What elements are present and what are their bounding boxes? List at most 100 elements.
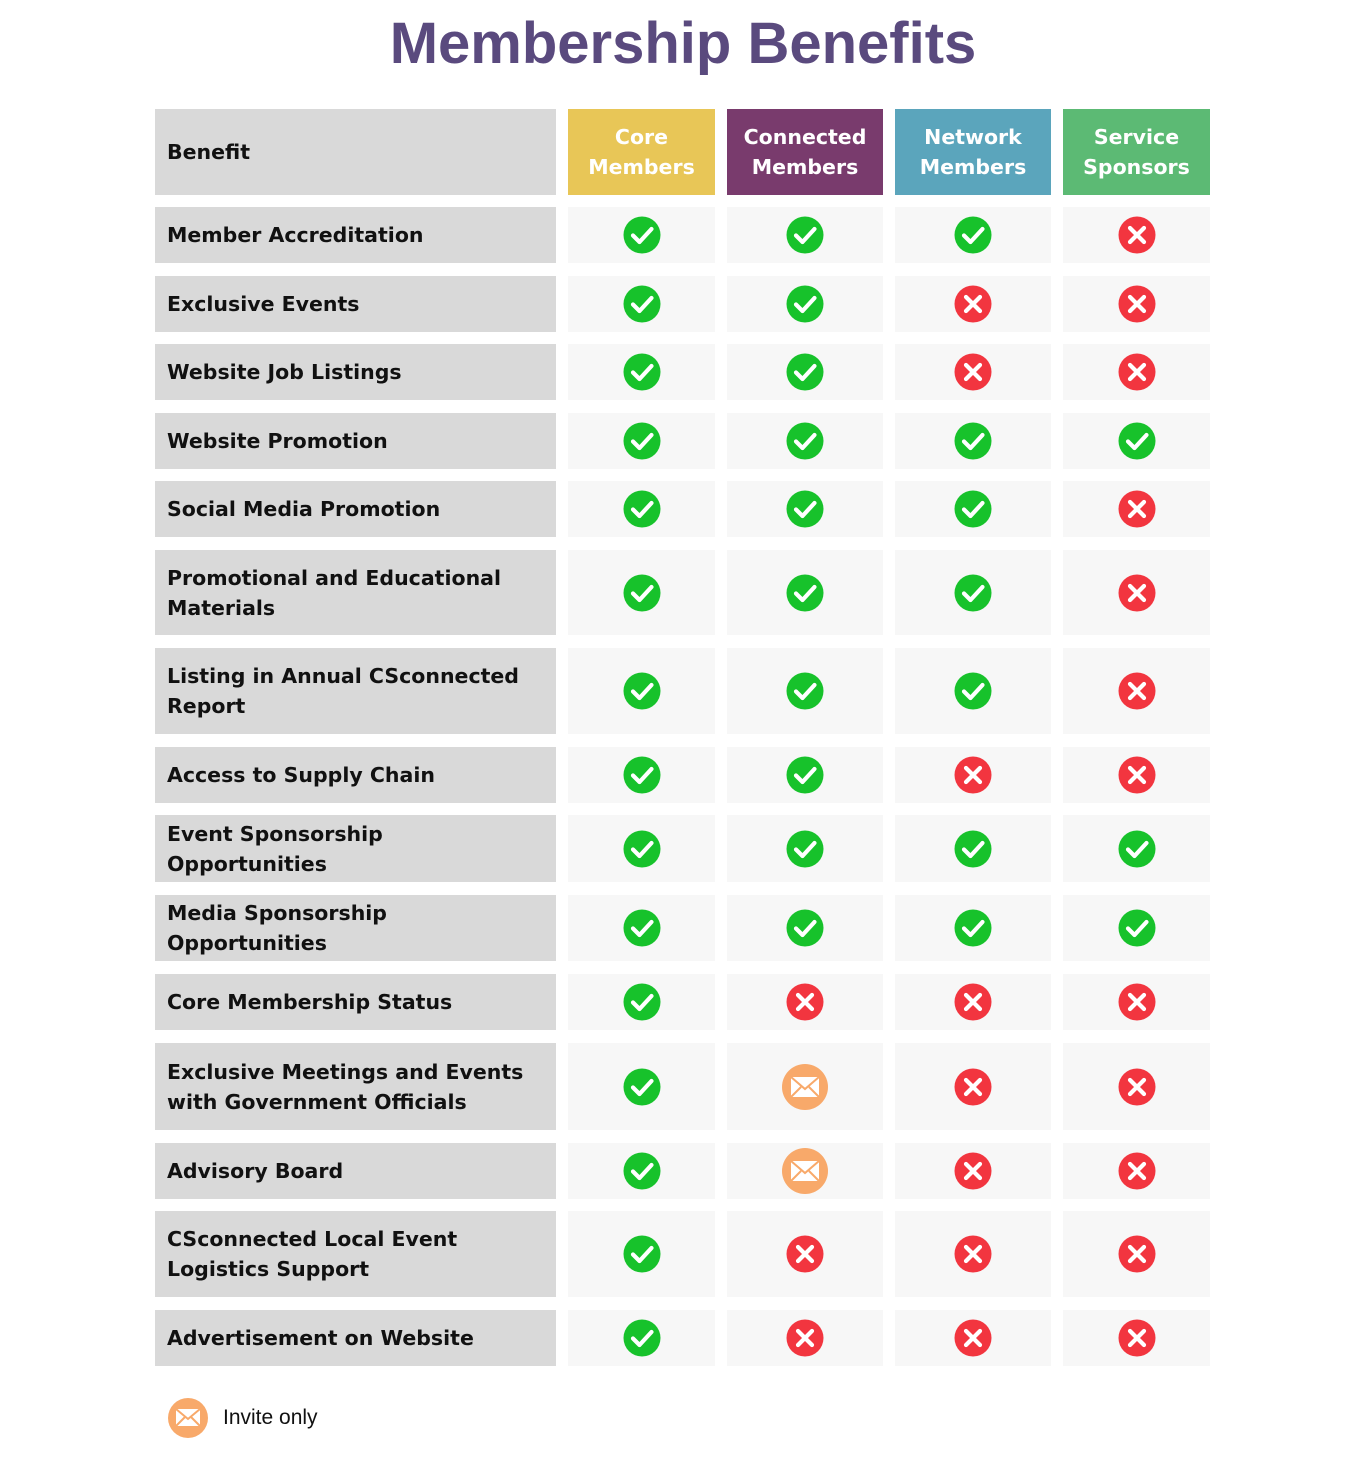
status-cell	[568, 747, 715, 803]
status-cell	[727, 481, 883, 537]
status-cell	[568, 276, 715, 332]
cross-icon	[1118, 285, 1155, 323]
check-icon	[623, 983, 660, 1021]
cross-icon	[1118, 1152, 1155, 1190]
check-icon	[786, 672, 824, 710]
benefit-label: Event Sponsorship Opportunities	[155, 815, 556, 882]
check-icon	[623, 1152, 660, 1190]
status-cell	[727, 276, 883, 332]
status-cell	[1063, 648, 1210, 734]
status-cell	[727, 1143, 883, 1199]
status-cell	[727, 974, 883, 1030]
status-cell	[895, 550, 1051, 635]
status-cell	[568, 1043, 715, 1130]
status-cell	[1063, 1043, 1210, 1130]
status-cell	[568, 550, 715, 635]
status-cell	[1063, 550, 1210, 635]
status-cell	[568, 895, 715, 961]
benefit-label: Advertisement on Website	[155, 1310, 556, 1366]
status-cell	[895, 207, 1051, 263]
status-cell	[895, 1043, 1051, 1130]
status-cell	[727, 1310, 883, 1366]
benefit-label: Member Accreditation	[155, 207, 556, 263]
status-cell	[895, 1310, 1051, 1366]
status-cell	[895, 1143, 1051, 1199]
check-icon	[954, 830, 992, 867]
status-cell	[727, 550, 883, 635]
status-cell	[895, 648, 1051, 734]
benefit-label: Social Media Promotion	[155, 481, 556, 537]
status-cell	[895, 815, 1051, 882]
status-cell	[568, 1310, 715, 1366]
check-icon	[786, 909, 824, 947]
status-cell	[895, 344, 1051, 400]
status-cell	[1063, 1143, 1210, 1199]
cross-icon	[786, 1319, 824, 1357]
status-cell	[727, 1043, 883, 1130]
benefit-label: Core Membership Status	[155, 974, 556, 1030]
legend-label: Invite only	[223, 1406, 318, 1429]
status-cell	[568, 413, 715, 469]
check-icon	[954, 422, 992, 460]
status-cell	[1063, 413, 1210, 469]
status-cell	[1063, 815, 1210, 882]
column-header: Network Members	[895, 109, 1051, 195]
column-header: Core Members	[568, 109, 715, 195]
legend-icon	[168, 1398, 208, 1438]
check-icon	[623, 285, 660, 323]
check-icon	[954, 672, 992, 710]
status-cell	[1063, 207, 1210, 263]
check-icon	[1118, 830, 1155, 867]
cross-icon	[1118, 353, 1155, 391]
benefit-label: Listing in Annual CSconnected Report	[155, 648, 556, 734]
benefit-label: Exclusive Meetings and Events with Gover…	[155, 1043, 556, 1130]
cross-icon	[1118, 983, 1155, 1021]
invite-icon	[782, 1063, 828, 1110]
cross-icon	[1118, 1068, 1155, 1105]
benefit-label: Advisory Board	[155, 1143, 556, 1199]
status-cell	[727, 648, 883, 734]
check-icon	[786, 285, 824, 323]
status-cell	[1063, 895, 1210, 961]
status-cell	[895, 747, 1051, 803]
cross-icon	[1118, 672, 1155, 710]
status-cell	[568, 974, 715, 1030]
status-cell	[895, 1211, 1051, 1297]
cross-icon	[1118, 756, 1155, 794]
header-cell: Benefit	[155, 109, 556, 195]
check-icon	[623, 574, 660, 611]
check-icon	[1118, 422, 1155, 460]
cross-icon	[1118, 1319, 1155, 1357]
cross-icon	[786, 1235, 824, 1273]
check-icon	[623, 353, 660, 391]
status-cell	[727, 413, 883, 469]
cross-icon	[954, 983, 992, 1021]
check-icon	[954, 216, 992, 254]
cross-icon	[1118, 216, 1155, 254]
check-icon	[786, 490, 824, 528]
check-icon	[954, 490, 992, 528]
status-cell	[568, 344, 715, 400]
status-cell	[895, 974, 1051, 1030]
status-cell	[895, 276, 1051, 332]
status-cell	[568, 207, 715, 263]
status-cell	[895, 413, 1051, 469]
invite-icon	[782, 1148, 828, 1194]
check-icon	[623, 1068, 660, 1105]
status-cell	[568, 481, 715, 537]
status-cell	[568, 815, 715, 882]
column-header: Service Sponsors	[1063, 109, 1210, 195]
check-icon	[786, 756, 824, 794]
status-cell	[1063, 344, 1210, 400]
check-icon	[623, 216, 660, 254]
check-icon	[623, 1235, 660, 1273]
status-cell	[895, 481, 1051, 537]
check-icon	[623, 1319, 660, 1357]
status-cell	[727, 207, 883, 263]
status-cell	[568, 1211, 715, 1297]
check-icon	[954, 574, 992, 611]
status-cell	[1063, 747, 1210, 803]
check-icon	[1118, 909, 1155, 947]
status-cell	[568, 1143, 715, 1199]
